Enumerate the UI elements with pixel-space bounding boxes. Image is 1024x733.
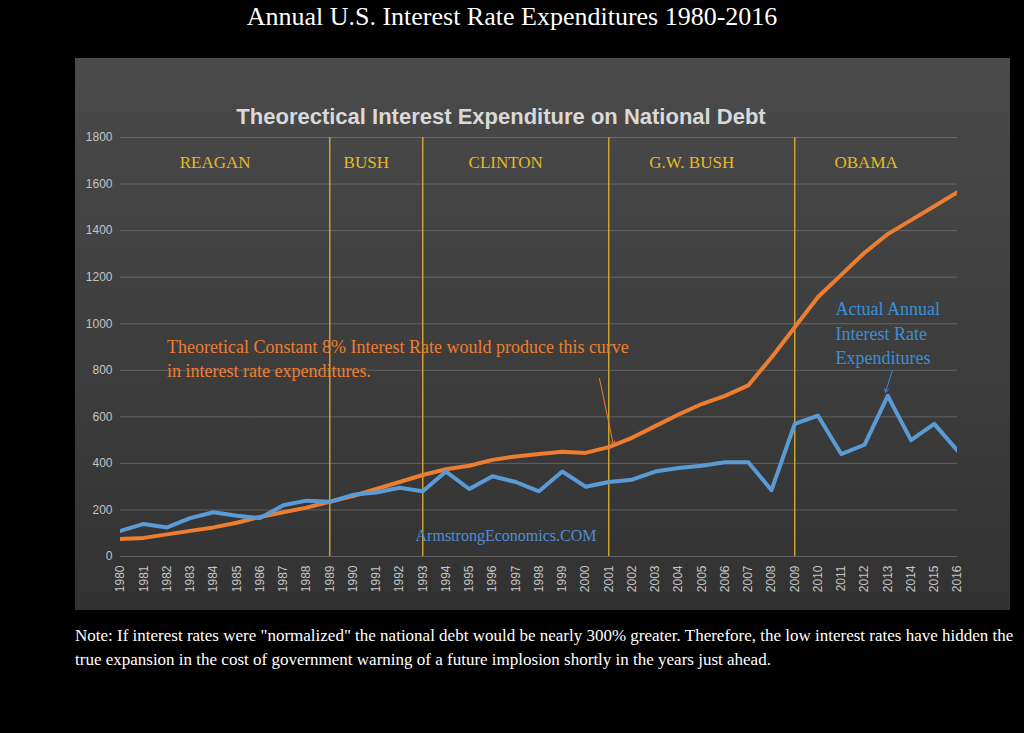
svg-text:Actual AnnualInterest RateExpe: Actual AnnualInterest RateExpenditures xyxy=(835,299,939,368)
svg-text:1995: 1995 xyxy=(462,565,476,592)
svg-text:1999: 1999 xyxy=(555,565,569,592)
svg-text:1980: 1980 xyxy=(113,565,127,592)
svg-text:2004: 2004 xyxy=(671,565,685,592)
svg-text:1986: 1986 xyxy=(253,565,267,592)
svg-text:2013: 2013 xyxy=(881,565,895,592)
svg-text:2005: 2005 xyxy=(695,565,709,592)
svg-text:2002: 2002 xyxy=(625,565,639,592)
svg-text:1992: 1992 xyxy=(392,565,406,592)
svg-text:REAGAN: REAGAN xyxy=(180,153,251,172)
svg-text:Theorectical Interest Expendit: Theorectical Interest Expenditure on Nat… xyxy=(236,104,766,129)
svg-text:2008: 2008 xyxy=(764,565,778,592)
svg-text:2007: 2007 xyxy=(741,565,755,592)
svg-text:2009: 2009 xyxy=(788,565,802,592)
svg-text:1981: 1981 xyxy=(137,565,151,592)
svg-text:2000: 2000 xyxy=(578,565,592,592)
svg-text:Theoretical Constant 8% Intere: Theoretical Constant 8% Interest Rate wo… xyxy=(167,337,629,381)
svg-text:1998: 1998 xyxy=(532,565,546,592)
svg-text:1000: 1000 xyxy=(86,317,113,331)
svg-text:2012: 2012 xyxy=(857,565,871,592)
svg-text:1994: 1994 xyxy=(439,565,453,592)
svg-text:1984: 1984 xyxy=(206,565,220,592)
svg-text:1800: 1800 xyxy=(86,130,113,144)
svg-text:2011: 2011 xyxy=(834,565,848,591)
svg-text:1990: 1990 xyxy=(346,565,360,592)
svg-text:600: 600 xyxy=(92,410,112,424)
svg-text:800: 800 xyxy=(92,363,112,377)
svg-text:2010: 2010 xyxy=(811,565,825,592)
svg-text:G.W. BUSH: G.W. BUSH xyxy=(649,153,734,172)
svg-text:1991: 1991 xyxy=(369,565,383,592)
svg-text:1989: 1989 xyxy=(323,565,337,592)
svg-text:1985: 1985 xyxy=(230,565,244,592)
svg-text:2016: 2016 xyxy=(950,565,964,592)
svg-text:200: 200 xyxy=(92,503,112,517)
html-text:Annual U.S. Interest Rate Expe: Annual U.S. Interest Rate Expenditures 1… xyxy=(246,2,778,31)
svg-text:400: 400 xyxy=(92,456,112,470)
svg-text:1200: 1200 xyxy=(86,270,113,284)
svg-text:1983: 1983 xyxy=(183,565,197,592)
svg-text:2006: 2006 xyxy=(718,565,732,592)
svg-text:2015: 2015 xyxy=(927,565,941,592)
svg-text:0: 0 xyxy=(106,549,113,563)
svg-text:1996: 1996 xyxy=(485,565,499,592)
svg-text:1400: 1400 xyxy=(86,223,113,237)
svg-text:1997: 1997 xyxy=(509,565,523,592)
svg-text:1987: 1987 xyxy=(276,565,290,592)
svg-text:1993: 1993 xyxy=(416,565,430,592)
svg-text:BUSH: BUSH xyxy=(344,153,389,172)
svg-text:1600: 1600 xyxy=(86,177,113,191)
svg-text:1982: 1982 xyxy=(160,565,174,592)
svg-text:2003: 2003 xyxy=(648,565,662,592)
svg-text:1988: 1988 xyxy=(299,565,313,592)
svg-text:2014: 2014 xyxy=(904,565,918,592)
svg-text:OBAMA: OBAMA xyxy=(834,153,898,172)
svg-text:CLINTON: CLINTON xyxy=(469,153,543,172)
svg-text:2001: 2001 xyxy=(602,565,616,592)
html-text:Note: If interest rates were ": Note: If interest rates were "normalized… xyxy=(75,626,1014,669)
svg-text:ArmstrongEconomics.COM: ArmstrongEconomics.COM xyxy=(416,527,597,545)
